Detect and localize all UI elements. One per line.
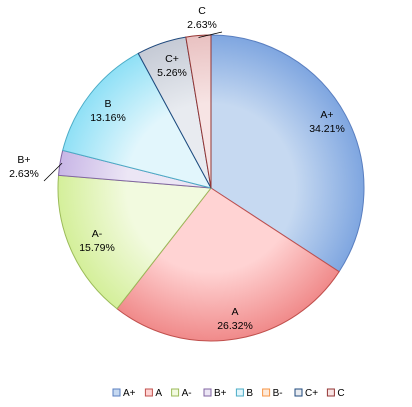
legend-swatch-A bbox=[144, 388, 153, 397]
legend-label-A-: A- bbox=[182, 388, 192, 399]
leader-lines bbox=[43, 31, 223, 182]
legend-swatch-A+ bbox=[112, 388, 121, 397]
slice-label-B+: B+ 2.63% bbox=[9, 154, 39, 180]
legend-label-B: B bbox=[246, 388, 253, 399]
leader-line-C bbox=[198, 31, 223, 38]
legend-label-A+: A+ bbox=[123, 388, 136, 399]
leader-line-B+ bbox=[43, 162, 63, 182]
pie-slice-a bbox=[116, 187, 340, 342]
legend-swatch-B bbox=[235, 388, 244, 397]
slice-label-B: B 13.16% bbox=[90, 98, 126, 124]
slice-label-C: C 2.63% bbox=[187, 5, 217, 31]
pie-slice-b bbox=[62, 52, 212, 189]
slice-label-A-: A-15.79% bbox=[79, 228, 115, 254]
legend: A+ A A- B+ B B- C+ C bbox=[112, 388, 345, 399]
legend-label-C+: C+ bbox=[305, 388, 318, 399]
legend-swatch-C+ bbox=[294, 388, 303, 397]
legend-swatch-B- bbox=[262, 388, 271, 397]
legend-label-A: A bbox=[155, 388, 162, 399]
legend-label-B-: B- bbox=[273, 388, 283, 399]
slice-label-A+: A+ 34.21% bbox=[309, 109, 345, 135]
pie-slice-a-minus bbox=[57, 174, 212, 310]
pie-slices bbox=[57, 34, 365, 342]
slice-label-A: A 26.32% bbox=[217, 306, 253, 332]
pie-slice-c bbox=[185, 34, 212, 189]
slice-label-C+: C+ 5.26% bbox=[157, 53, 187, 79]
legend-label-C: C bbox=[337, 388, 344, 399]
legend-label-B+: B+ bbox=[214, 388, 227, 399]
legend-swatch-A- bbox=[171, 388, 180, 397]
legend-swatch-C bbox=[326, 388, 335, 397]
legend-swatch-B+ bbox=[203, 388, 212, 397]
slice-labels: A+ 34.21% A 26.32% A-15.79% B+ 2.63% B 13.16% C+ 5… bbox=[9, 5, 345, 332]
